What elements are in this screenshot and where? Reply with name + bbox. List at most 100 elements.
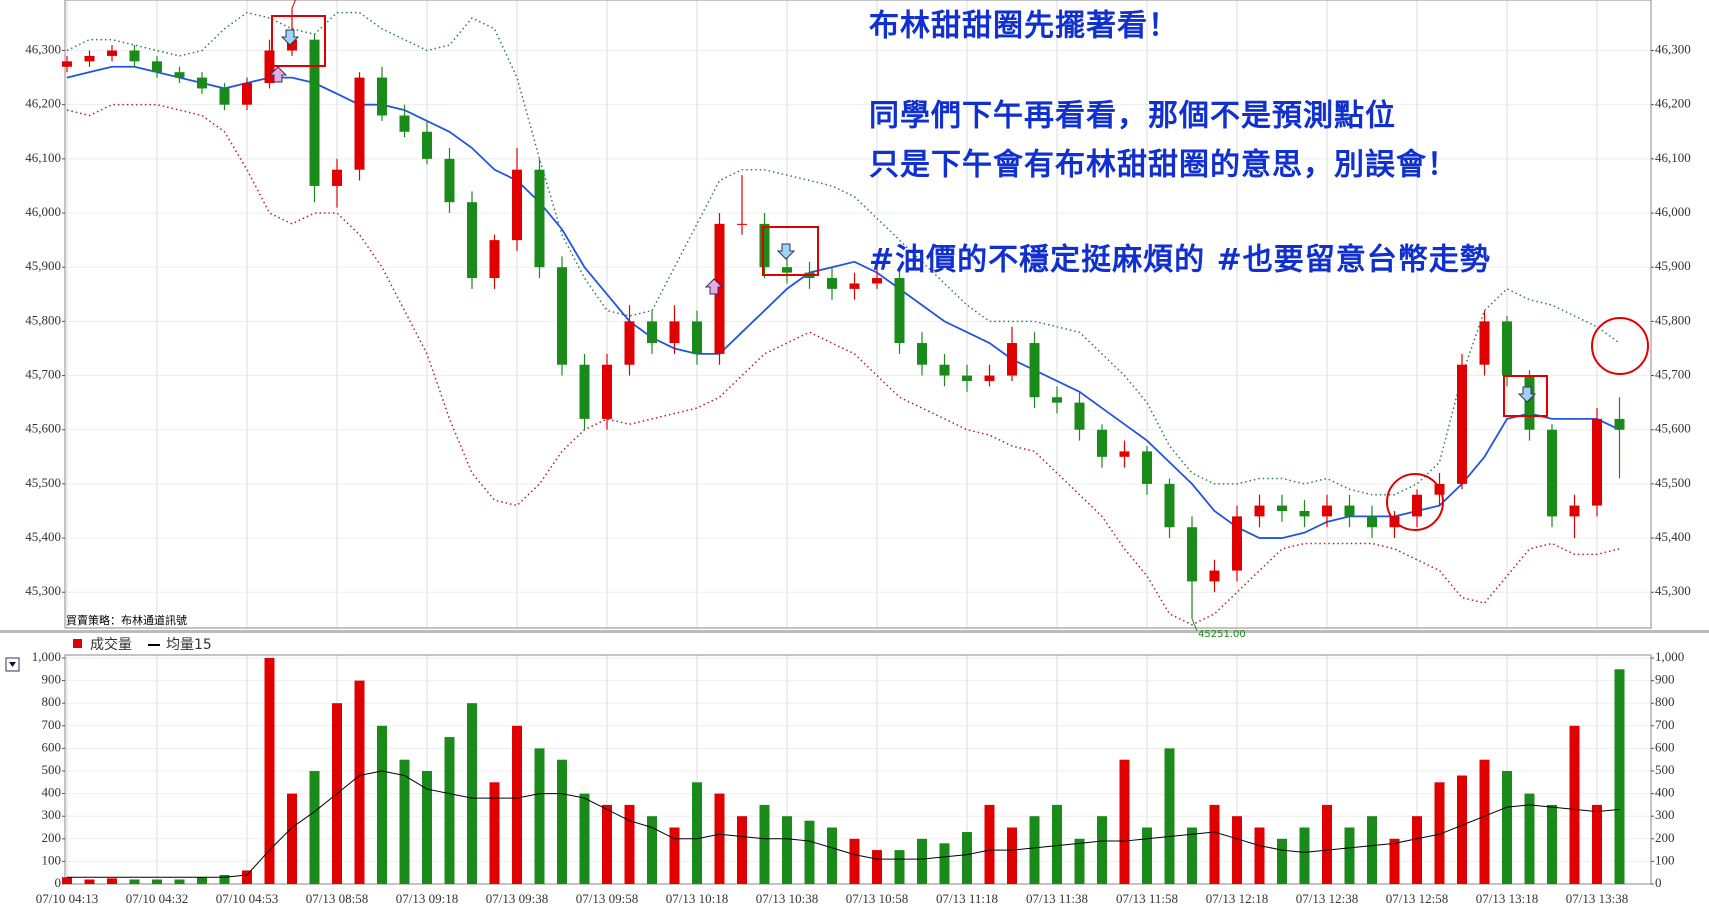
- volume-bar: [1164, 748, 1175, 884]
- candle-body: [579, 364, 590, 419]
- y-tick-label: 500: [42, 762, 62, 777]
- candle-body: [759, 223, 770, 268]
- candle-body: [557, 267, 567, 365]
- volume-bar: [1322, 804, 1332, 884]
- volume-bar: [894, 850, 905, 884]
- candle-body: [782, 267, 792, 273]
- volume-bar: [759, 804, 770, 884]
- sell-arrow: [280, 29, 300, 46]
- high-pointer: [291, 0, 296, 9]
- volume-bar: [647, 816, 657, 884]
- y2-tick-label: 700: [1655, 717, 1675, 732]
- volume-bar: [62, 877, 72, 884]
- candle-body: [872, 278, 882, 284]
- volume-bar: [1457, 775, 1467, 884]
- legend-label: 均量15: [166, 637, 212, 653]
- candle-body: [197, 77, 207, 89]
- candle-body: [827, 278, 837, 289]
- signal-box: [1503, 375, 1548, 417]
- volume-bar: [1569, 725, 1580, 884]
- candle-body: [984, 375, 995, 381]
- volume-bar: [917, 838, 927, 884]
- signal-circle: [1386, 473, 1444, 531]
- candle-body: [174, 72, 185, 78]
- volume-bar: [1097, 816, 1107, 884]
- volume-bar: [1389, 838, 1400, 884]
- candle-body: [669, 321, 680, 344]
- x-tick-label: 07/10 04:13: [36, 891, 98, 906]
- x-tick-label: 07/13 13:38: [1566, 891, 1628, 906]
- volume-bar: [714, 793, 725, 884]
- volume-bar: [377, 725, 387, 884]
- candle-body: [1479, 321, 1490, 365]
- y2-tick-label: 400: [1655, 785, 1675, 800]
- y2-tick-label: 0: [1655, 875, 1662, 890]
- y-tick-label: 45,500: [25, 475, 61, 490]
- x-tick-label: 07/13 12:58: [1386, 891, 1448, 906]
- volume-bar: [692, 782, 702, 884]
- x-tick-label: 07/13 09:18: [396, 891, 458, 906]
- forecast-circle: [1591, 317, 1649, 375]
- y-tick-label: 45,700: [25, 367, 61, 382]
- candle-body: [647, 321, 657, 344]
- x-tick-label: 07/13 10:58: [846, 891, 908, 906]
- volume-bar: [152, 879, 162, 884]
- candle-body: [1119, 451, 1130, 457]
- volume-bar: [1547, 804, 1557, 884]
- candle-body: [534, 169, 545, 268]
- y2-tick-label: 46,300: [1655, 41, 1691, 56]
- volume-bar: [287, 793, 297, 884]
- y-tick-label: 46,200: [25, 96, 61, 111]
- y-tick-label: 46,000: [25, 204, 61, 219]
- volume-bar: [1254, 827, 1265, 884]
- y-tick-label: 45,900: [25, 258, 61, 273]
- candle-body: [1164, 483, 1175, 528]
- volume-bar: [939, 843, 950, 884]
- volume-bar: [129, 879, 140, 884]
- volume-bar: [1614, 669, 1625, 884]
- volume-bar: [1299, 827, 1310, 884]
- x-tick-label: 07/13 13:18: [1476, 891, 1538, 906]
- annotation: 布林甜甜圈先擺著看！: [869, 9, 1179, 44]
- candle-body: [1344, 505, 1355, 517]
- y-tick-label: 100: [42, 852, 62, 867]
- volume-bar: [1524, 793, 1535, 884]
- volume-bar: [1187, 827, 1197, 884]
- volume-bar: [1592, 804, 1602, 884]
- volume-bar: [399, 759, 410, 884]
- volume-bar: [444, 737, 455, 884]
- candle-body: [84, 55, 95, 62]
- y2-tick-label: 46,100: [1655, 150, 1691, 165]
- x-tick-label: 07/13 12:38: [1296, 891, 1358, 906]
- y-tick-label: 1,000: [32, 649, 61, 664]
- candle-body: [1502, 321, 1512, 376]
- candle-body: [264, 50, 275, 84]
- x-tick-label: 07/13 11:18: [936, 891, 998, 906]
- y-tick-label: 900: [42, 672, 62, 687]
- volume-bar: [849, 838, 860, 884]
- y-tick-label: 46,300: [25, 41, 61, 56]
- volume-bar: [1074, 838, 1085, 884]
- y2-tick-label: 45,600: [1655, 421, 1691, 436]
- candle-body: [1074, 402, 1085, 430]
- volume-bar: [1209, 804, 1220, 884]
- volume-bar: [1502, 771, 1512, 884]
- annotation: 同學們下午再看看，那個不是預測點位: [869, 99, 1396, 134]
- x-tick-label: 07/10 04:53: [216, 891, 278, 906]
- volume-bar: [309, 771, 320, 884]
- strategy-label: 買賣策略：布林通道訊號: [66, 613, 187, 627]
- y2-tick-label: 300: [1655, 807, 1675, 822]
- x-tick-label: 07/13 09:58: [576, 891, 638, 906]
- candle-body: [354, 77, 365, 170]
- volume-bar: [737, 816, 747, 884]
- x-tick-label: 07/13 08:58: [306, 891, 368, 906]
- volume-bar: [219, 874, 230, 884]
- candle-body: [1592, 418, 1602, 506]
- legend-swatch: [73, 639, 82, 648]
- buy-arrow: [704, 278, 724, 295]
- y2-tick-label: 45,300: [1655, 583, 1691, 598]
- x-tick-label: 07/13 12:18: [1206, 891, 1268, 906]
- volume-bar: [1277, 838, 1287, 884]
- volume-bar: [1232, 816, 1242, 884]
